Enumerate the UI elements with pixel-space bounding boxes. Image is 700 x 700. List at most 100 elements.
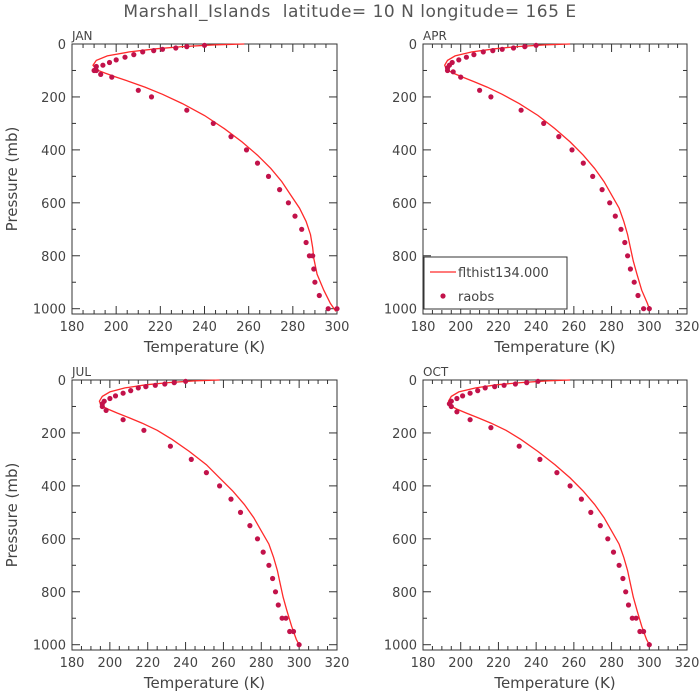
raobs-point [635, 292, 641, 299]
y-tick-label: 0 [409, 38, 417, 53]
y-tick-label: 800 [392, 250, 417, 265]
y-tick-label: 200 [392, 91, 417, 106]
raobs-point [120, 417, 126, 423]
raobs-point [312, 279, 318, 285]
raobs-point [522, 44, 528, 50]
raobs-point [578, 496, 585, 502]
raobs-point [93, 63, 99, 70]
legend-obs-swatch [440, 293, 446, 299]
raobs-point [275, 602, 281, 608]
raobs-point [627, 266, 634, 272]
raobs-point [524, 380, 530, 386]
x-tick-label: 180 [60, 656, 85, 671]
raobs-point [140, 49, 146, 55]
raobs-point [492, 384, 498, 390]
raobs-point [99, 403, 105, 410]
x-tick-label: 260 [561, 656, 586, 671]
raobs-point [612, 213, 618, 219]
raobs-point [607, 200, 613, 206]
x-tick-label: 320 [675, 320, 700, 335]
raobs-point [171, 380, 177, 386]
raobs-point [499, 46, 505, 52]
raobs-point [254, 160, 261, 166]
raobs-point [265, 173, 272, 179]
raobs-point [120, 390, 126, 396]
raobs-point [243, 147, 250, 153]
raobs-point [477, 87, 483, 93]
legend-line-label: flthist134.000 [458, 266, 549, 281]
raobs-point [148, 94, 155, 100]
raobs-point [277, 187, 283, 193]
raobs-point [556, 134, 562, 140]
raobs-point [467, 390, 473, 396]
y-tick-label: 600 [41, 533, 66, 548]
raobs-point [610, 549, 617, 555]
raobs-point [646, 306, 652, 312]
y-tick-label: 1000 [384, 639, 417, 654]
raobs-point [567, 483, 573, 489]
raobs-point [629, 615, 635, 621]
y-tick-label: 200 [392, 427, 417, 442]
raobs-point [173, 45, 179, 51]
y-tick-label: 600 [392, 533, 417, 548]
raobs-point [316, 292, 322, 299]
raobs-point [107, 395, 113, 402]
y-tick-label: 800 [41, 586, 66, 601]
y-tick-label: 0 [58, 374, 66, 389]
x-tick-label: 320 [325, 656, 350, 671]
raobs-point [444, 67, 451, 74]
y-tick-label: 400 [392, 480, 417, 495]
raobs-point [237, 509, 244, 515]
raobs-point [641, 306, 647, 312]
panel-label: JUL [71, 365, 91, 379]
y-axis-label: Pressure (mb) [3, 127, 21, 232]
raobs-point [228, 496, 234, 502]
y-tick-label: 0 [58, 38, 66, 53]
raobs-point [292, 213, 298, 219]
y-tick-label: 1000 [384, 303, 417, 318]
raobs-point [625, 253, 631, 259]
series-line-flthist [92, 43, 337, 312]
panel-label: APR [423, 29, 447, 43]
raobs-point [103, 407, 109, 413]
raobs-point [135, 385, 141, 391]
raobs-point [463, 54, 469, 60]
raobs-point [310, 253, 316, 259]
raobs-point [450, 69, 456, 75]
raobs-point [131, 52, 137, 58]
y-tick-label: 200 [41, 91, 66, 106]
raobs-point [270, 575, 276, 582]
raobs-point [93, 67, 99, 74]
raobs-point [616, 562, 622, 568]
x-tick-label: 200 [448, 656, 473, 671]
raobs-point [287, 628, 293, 635]
raobs-point [448, 403, 454, 410]
raobs-point [637, 628, 643, 635]
raobs-point [512, 381, 519, 387]
raobs-point [260, 549, 266, 555]
x-tick-label: 260 [561, 320, 586, 335]
y-axis-label: Pressure (mb) [3, 463, 21, 568]
y-tick-label: 1000 [33, 639, 66, 654]
x-tick-label: 300 [637, 656, 662, 671]
y-tick-label: 600 [392, 197, 417, 212]
raobs-point [501, 382, 507, 388]
raobs-point [128, 388, 134, 394]
panel-label: JAN [71, 29, 93, 43]
x-tick-label: 200 [448, 320, 473, 335]
raobs-point [599, 187, 605, 193]
raobs-point [334, 306, 340, 312]
figure-title: Marshall_Islands latitude= 10 N longitud… [123, 2, 577, 22]
x-tick-label: 180 [60, 320, 85, 335]
x-tick-label: 220 [148, 320, 173, 335]
raobs-point [283, 615, 289, 621]
x-tick-label: 260 [211, 656, 236, 671]
raobs-point [554, 470, 560, 476]
raobs-point [618, 226, 624, 232]
raobs-point [535, 378, 541, 384]
x-tick-label: 300 [325, 320, 350, 335]
raobs-point [475, 388, 481, 394]
raobs-point [537, 456, 543, 462]
x-tick-label: 200 [97, 656, 122, 671]
raobs-point [266, 562, 272, 568]
